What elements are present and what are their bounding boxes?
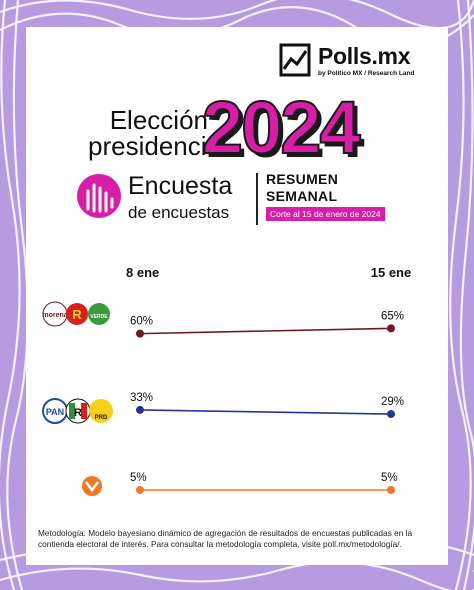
polls-mx-brand: Polls.mx by Politico MX / Research Land [278, 41, 428, 81]
movimiento-ciudadano-logo [82, 476, 102, 496]
morena-label: morena [42, 312, 67, 319]
data-label: 60% [130, 316, 153, 328]
encuesta-title: Encuesta [128, 172, 233, 200]
series-line [139, 409, 392, 415]
chart-logo-icon [279, 43, 311, 77]
title-line-2: presidencial [88, 131, 227, 161]
vote-share-chart: 8 ene 15 ene 60% 65% 33% 29% 5% 5% [126, 265, 411, 494]
data-label: 5% [381, 472, 398, 484]
pri-label: R [74, 407, 82, 419]
data-point [387, 324, 395, 333]
brand-name: Polls.mx [318, 43, 411, 69]
data-point [136, 486, 144, 494]
page-title: Elección presidencial [88, 105, 227, 161]
data-point [387, 486, 395, 494]
title-line-1: Elección [109, 105, 208, 135]
encuesta-logo-icon [77, 174, 121, 218]
data-point [136, 329, 144, 338]
x-tick-label: 8 ene [126, 265, 159, 280]
x-tick-label: 15 ene [371, 265, 411, 280]
title-year: 2024 [201, 86, 362, 169]
cutoff-date-badge: Corte al 15 de enero de 2024 [266, 207, 385, 221]
data-label: 5% [130, 472, 147, 484]
infographic-card: Polls.mx by Politico MX / Research Land … [26, 27, 448, 565]
data-point [136, 405, 144, 414]
resumen-line-2: SEMANAL [266, 188, 338, 204]
verde-label: VERDE [90, 314, 108, 320]
data-label: 33% [130, 392, 153, 404]
divider [256, 173, 258, 225]
pt-label: R [72, 307, 82, 322]
morena-pt-verde-logo: morena R VERDE [42, 301, 110, 327]
brand-sub: by Politico MX / Research Land [318, 70, 415, 77]
data-point [387, 410, 395, 419]
methodology-note: Metodología: Modelo bayesiano dinámico d… [38, 528, 413, 549]
pan-pri-prd-logo: PAN R PRD [42, 398, 113, 424]
resumen-semanal: RESUMEN SEMANAL [266, 171, 338, 205]
pan-label: PAN [46, 407, 64, 417]
resumen-line-1: RESUMEN [266, 171, 339, 187]
data-label: 65% [381, 310, 404, 322]
prd-label: PRD [95, 415, 108, 421]
data-label: 29% [381, 396, 404, 408]
encuesta-subtitle: de encuestas [128, 203, 230, 222]
series-line [139, 327, 392, 335]
